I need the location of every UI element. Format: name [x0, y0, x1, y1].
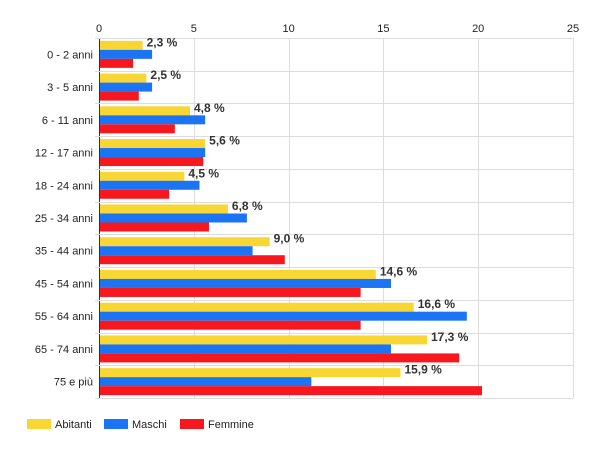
category-label: 75 e più: [54, 377, 93, 389]
category-label: 3 - 5 anni: [47, 82, 93, 94]
data-labels: 2,3 % 2,5 % 4,8 % 5,6 % 4,5 % 6,8 % 9,0 % 14,6 …: [147, 35, 469, 376]
data-label: 15,9 %: [404, 363, 442, 377]
legend-item: Femmine: [180, 419, 254, 431]
bar-maschi: [100, 278, 391, 288]
category-label: 12 - 17 anni: [35, 148, 93, 160]
legend-label: Maschi: [132, 419, 167, 431]
bar-maschi: [100, 180, 200, 190]
legend-swatch: [180, 419, 204, 429]
data-label: 9,0 %: [274, 232, 305, 246]
bar-femmine: [100, 386, 482, 396]
bar-maschi: [100, 213, 247, 223]
x-tick-label: 15: [377, 23, 389, 35]
bar-abitanti: [100, 204, 228, 214]
data-label: 4,5 %: [188, 166, 219, 180]
bar-maschi: [100, 49, 153, 59]
legend-swatch: [27, 419, 51, 429]
axes: 0 5 10 15 20 25 0 - 2 anni 3 - 5 anni 6 - 11 ann…: [35, 23, 579, 389]
category-label: 55 - 64 anni: [35, 311, 93, 323]
x-tick-label: 0: [96, 23, 102, 35]
bar-abitanti: [100, 335, 428, 345]
data-label: 6,8 %: [232, 199, 263, 213]
data-label: 4,8 %: [194, 101, 225, 115]
category-label: 25 - 34 anni: [35, 213, 93, 225]
data-label: 2,3 %: [147, 35, 178, 49]
category-label: 45 - 54 anni: [35, 278, 93, 290]
bar-abitanti: [100, 106, 191, 116]
legend-item: Abitanti: [27, 419, 92, 431]
x-tick-label: 20: [472, 23, 484, 35]
category-label: 18 - 24 anni: [35, 180, 93, 192]
bar-abitanti: [100, 302, 414, 312]
bar-maschi: [100, 148, 206, 158]
bar-femmine: [100, 320, 361, 330]
bars: [100, 40, 482, 396]
bar-femmine: [100, 124, 175, 134]
category-label: 65 - 74 anni: [35, 344, 93, 356]
category-label: 6 - 11 anni: [42, 115, 93, 127]
bar-maschi: [100, 115, 206, 125]
category-label: 0 - 2 anni: [47, 49, 93, 61]
legend-item: Maschi: [104, 419, 167, 431]
bar-femmine: [100, 189, 170, 199]
legend-label: Femmine: [208, 419, 254, 431]
x-tick-label: 10: [282, 23, 294, 35]
bar-maschi: [100, 377, 312, 387]
x-tick-label: 5: [191, 23, 197, 35]
data-label: 14,6 %: [380, 264, 418, 278]
data-label: 2,5 %: [150, 68, 181, 82]
x-tick-label: 25: [567, 23, 579, 35]
data-label: 17,3 %: [431, 330, 469, 344]
data-label: 16,6 %: [418, 297, 456, 311]
legend-label: Abitanti: [55, 419, 92, 431]
legend: Abitanti Maschi Femmine: [27, 419, 254, 431]
bar-abitanti: [100, 73, 147, 83]
bar-femmine: [100, 157, 204, 167]
legend-swatch: [104, 419, 128, 429]
bar-maschi: [100, 311, 467, 321]
bar-femmine: [100, 287, 361, 297]
bar-femmine: [100, 222, 209, 232]
bar-abitanti: [100, 269, 376, 279]
bar-femmine: [100, 353, 460, 363]
bar-maschi: [100, 344, 391, 354]
bar-femmine: [100, 91, 139, 101]
category-label: 35 - 44 anni: [35, 246, 93, 258]
bar-abitanti: [100, 139, 206, 149]
grid-lines: [95, 38, 574, 399]
bar-femmine: [100, 255, 285, 265]
bar-maschi: [100, 82, 153, 92]
bar-abitanti: [100, 171, 185, 181]
bar-maschi: [100, 246, 253, 256]
bar-abitanti: [100, 368, 401, 378]
bar-abitanti: [100, 237, 270, 247]
data-label: 5,6 %: [209, 134, 240, 148]
bar-abitanti: [100, 40, 143, 50]
bar-femmine: [100, 58, 134, 68]
